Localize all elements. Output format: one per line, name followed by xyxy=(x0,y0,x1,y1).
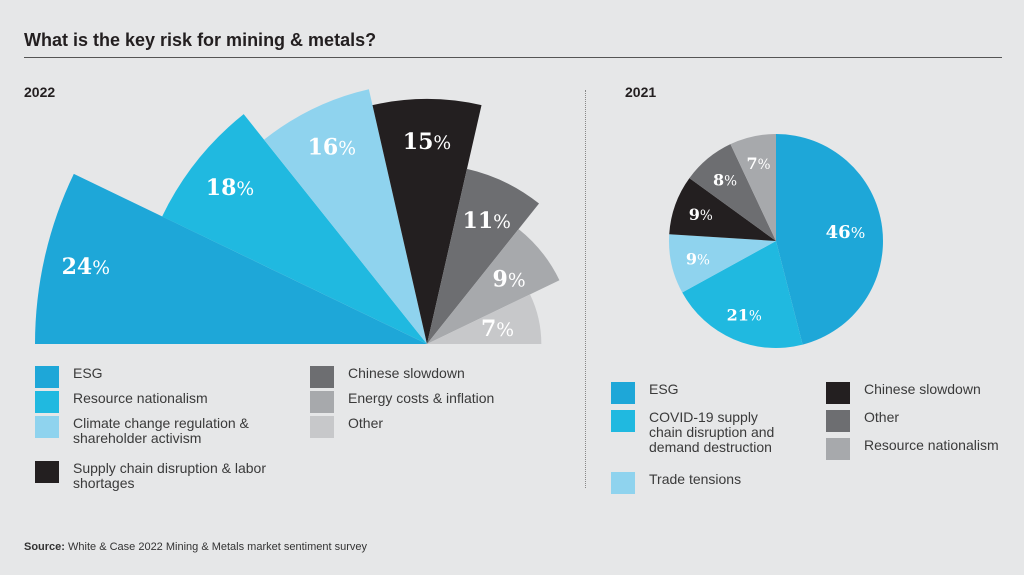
pie-slice-label: 9% xyxy=(686,249,710,268)
legend-swatch xyxy=(826,438,850,460)
legend-label: Other xyxy=(864,409,900,425)
legend-label: ESG xyxy=(649,381,679,397)
legend-swatch xyxy=(35,391,59,413)
legend-label: Supply chain disruption & labor shortage… xyxy=(73,460,267,491)
pie-slice-label: 7% xyxy=(747,154,771,173)
legend-label: ESG xyxy=(73,365,103,381)
legend-item: Trade tensions xyxy=(611,472,811,494)
polar-slice xyxy=(264,89,427,344)
polar-slice xyxy=(162,114,427,344)
year-2022-label: 2022 xyxy=(24,84,56,100)
legend-swatch xyxy=(35,416,59,438)
polar-slice-label: 18% xyxy=(206,175,254,201)
legend-label: Chinese slowdown xyxy=(864,381,981,397)
legend-item: Chinese slowdown xyxy=(310,366,560,388)
divider xyxy=(585,90,586,488)
polar-slice-label: 15% xyxy=(403,129,451,155)
polar-slice xyxy=(427,229,560,344)
legend-swatch xyxy=(611,382,635,404)
legend-label: Other xyxy=(348,415,384,431)
legend-label: Chinese slowdown xyxy=(348,365,465,381)
polar-slice-label: 9% xyxy=(493,267,526,293)
pie-slice xyxy=(730,134,776,241)
legend-swatch xyxy=(35,461,59,483)
title-rule xyxy=(24,57,1002,58)
legend-label: Resource nationalism xyxy=(73,390,208,406)
pie-slice-label: 46% xyxy=(826,222,866,243)
legend-item: ESG xyxy=(35,366,285,388)
polar-slice-label: 16% xyxy=(308,134,356,160)
legend-item: Supply chain disruption & labor shortage… xyxy=(35,461,285,491)
pie-slice-label: 9% xyxy=(689,205,713,224)
legend-item: Climate change regulation & shareholder … xyxy=(35,416,285,446)
pie-slice-label: 8% xyxy=(713,170,737,189)
legend-swatch xyxy=(826,410,850,432)
legend-swatch xyxy=(310,366,334,388)
polar-slice-label: 11% xyxy=(463,208,511,234)
polar-slice-label: 24% xyxy=(62,254,110,280)
legend-swatch xyxy=(611,472,635,494)
legend-item: Energy costs & inflation xyxy=(310,391,560,413)
pie-slice xyxy=(776,134,884,345)
polar-slice xyxy=(372,99,482,344)
legend-swatch xyxy=(611,410,635,432)
legend-item: Other xyxy=(310,416,560,438)
legend-label: Resource nationalism xyxy=(864,437,999,453)
legend-item: ESG xyxy=(611,382,811,404)
polar-slice xyxy=(427,168,540,344)
legend-label: Energy costs & inflation xyxy=(348,390,495,406)
polar-slice xyxy=(35,173,427,344)
legend-item: Other xyxy=(826,410,1024,432)
chart-title: What is the key risk for mining & metals… xyxy=(24,30,377,50)
polar-slice-label: 7% xyxy=(481,316,514,342)
pie-slice xyxy=(682,241,803,348)
legend-swatch xyxy=(310,391,334,413)
legend-swatch xyxy=(35,366,59,388)
polar-slice xyxy=(427,294,542,344)
legend-item: COVID-19 supply chain disruption and dem… xyxy=(611,410,791,455)
legend-item: Chinese slowdown xyxy=(826,382,1024,404)
pie-slice xyxy=(689,144,776,241)
legend-label: Trade tensions xyxy=(649,471,742,487)
legend-label: COVID-19 supply chain disruption and dem… xyxy=(649,409,775,455)
legend-item: Resource nationalism xyxy=(826,438,1024,460)
year-2021-label: 2021 xyxy=(625,84,657,100)
legend-item: Resource nationalism xyxy=(35,391,285,413)
pie-slice-label: 21% xyxy=(727,305,762,324)
legend-swatch xyxy=(826,382,850,404)
legend-label: Climate change regulation & shareholder … xyxy=(73,415,249,446)
pie-slice xyxy=(669,178,776,241)
source-note: Source: White & Case 2022 Mining & Metal… xyxy=(24,541,367,553)
legend-swatch xyxy=(310,416,334,438)
pie-slice xyxy=(668,234,776,293)
